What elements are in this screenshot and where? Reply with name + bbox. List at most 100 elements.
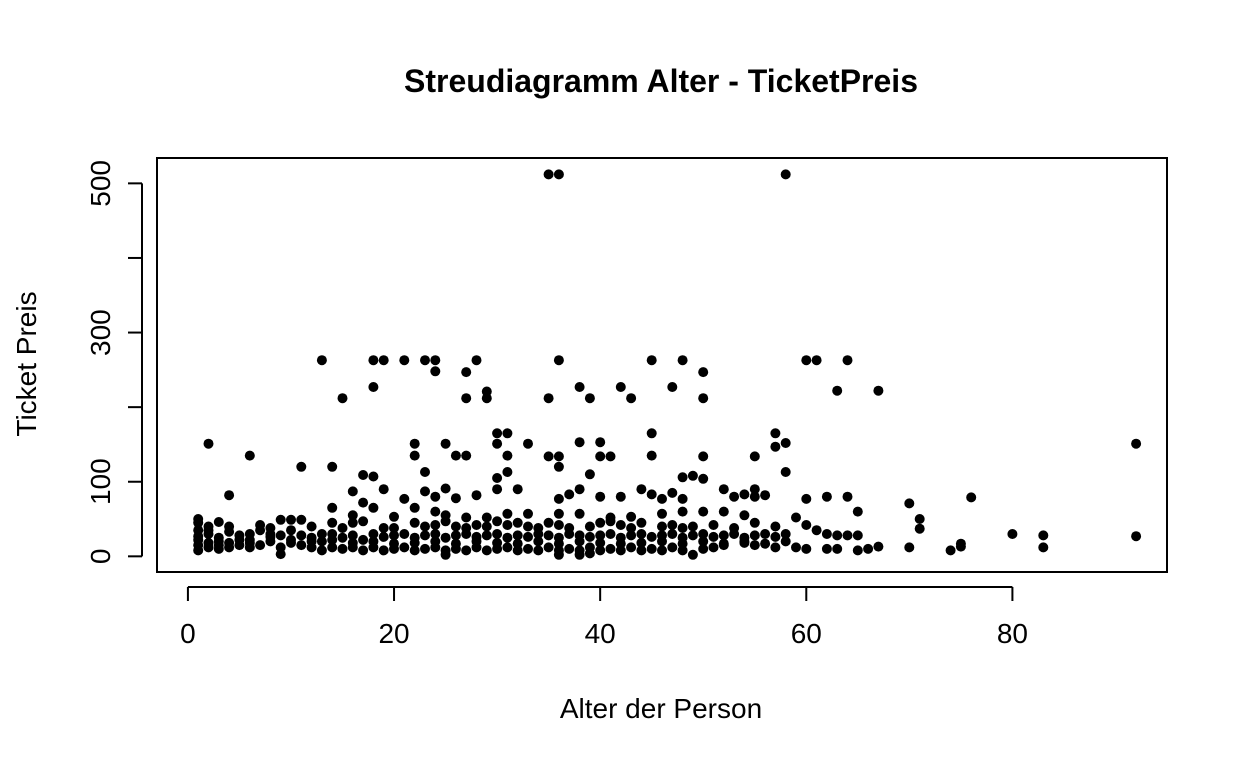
data-point xyxy=(347,517,358,528)
data-point xyxy=(749,540,760,551)
data-point xyxy=(595,437,606,448)
data-point xyxy=(461,529,472,539)
data-point xyxy=(553,355,564,366)
data-point xyxy=(729,491,740,502)
data-point xyxy=(749,517,760,528)
data-point xyxy=(378,531,389,542)
data-point xyxy=(646,450,657,461)
data-point xyxy=(306,536,317,547)
data-point xyxy=(203,438,214,449)
x-tick-label: 0 xyxy=(180,618,196,649)
data-point xyxy=(296,514,307,525)
data-point xyxy=(327,534,338,545)
data-point xyxy=(718,538,729,549)
data-point xyxy=(553,508,564,519)
data-point xyxy=(667,542,678,553)
data-point xyxy=(533,529,544,539)
data-point xyxy=(687,549,698,560)
data-point xyxy=(543,169,554,180)
data-point xyxy=(553,461,564,472)
data-point xyxy=(440,532,451,543)
data-point xyxy=(615,538,626,549)
data-point xyxy=(904,542,915,553)
data-point xyxy=(378,523,389,533)
data-point xyxy=(244,450,255,461)
data-point xyxy=(450,538,461,549)
data-point xyxy=(450,530,461,541)
data-point xyxy=(904,498,915,509)
data-point xyxy=(337,393,348,404)
data-point xyxy=(770,428,781,439)
data-point xyxy=(255,540,266,551)
data-point xyxy=(512,530,523,541)
data-point xyxy=(193,531,204,542)
data-point xyxy=(698,536,709,547)
data-point xyxy=(275,530,286,541)
data-point xyxy=(811,525,822,536)
data-point xyxy=(564,543,575,554)
data-point xyxy=(873,541,884,552)
data-point xyxy=(296,461,307,472)
data-point xyxy=(327,542,338,553)
data-point xyxy=(945,545,956,556)
data-point xyxy=(966,492,977,503)
data-point xyxy=(595,545,606,556)
data-point xyxy=(193,545,204,556)
data-point xyxy=(718,530,729,541)
data-point xyxy=(409,545,420,556)
data-point xyxy=(780,529,791,539)
data-point xyxy=(440,516,451,527)
data-point xyxy=(605,451,616,462)
data-point xyxy=(368,471,379,482)
data-point xyxy=(615,491,626,502)
data-point xyxy=(409,517,420,528)
data-point xyxy=(523,508,533,519)
data-point xyxy=(461,393,472,404)
data-point xyxy=(677,493,688,504)
data-point xyxy=(286,514,296,525)
data-point xyxy=(842,530,853,541)
data-point xyxy=(358,470,369,480)
data-point xyxy=(213,536,224,547)
data-point xyxy=(347,510,358,521)
data-point xyxy=(626,523,637,533)
data-point xyxy=(502,467,513,477)
data-point xyxy=(213,543,224,554)
data-point xyxy=(450,521,461,532)
y-tick-label: 0 xyxy=(85,549,116,565)
data-point xyxy=(512,484,523,495)
data-point xyxy=(327,502,338,513)
data-point xyxy=(296,540,307,551)
data-point xyxy=(646,428,657,439)
data-point xyxy=(739,510,750,521)
data-point xyxy=(574,437,585,448)
data-point xyxy=(471,490,482,501)
data-point xyxy=(440,438,451,449)
data-point xyxy=(574,382,585,392)
x-axis-ticks: 0 20 40 60 80 xyxy=(180,587,1028,649)
data-point xyxy=(399,355,410,366)
data-point xyxy=(553,451,564,462)
data-point xyxy=(749,451,760,462)
data-point xyxy=(327,461,338,472)
data-point xyxy=(739,537,750,548)
data-point xyxy=(698,367,709,378)
data-point xyxy=(832,530,843,541)
data-point xyxy=(420,543,430,554)
data-point xyxy=(729,529,740,539)
data-point xyxy=(595,517,606,528)
data-point xyxy=(512,538,523,549)
data-point xyxy=(492,473,503,483)
data-point xyxy=(203,537,214,548)
data-point xyxy=(636,517,647,528)
data-point xyxy=(543,530,554,541)
data-point xyxy=(595,491,606,502)
data-point xyxy=(584,531,595,542)
data-point xyxy=(770,531,781,542)
data-point xyxy=(337,532,348,543)
data-point xyxy=(553,520,564,530)
x-tick-label: 40 xyxy=(585,618,616,649)
data-point xyxy=(708,531,719,542)
data-point xyxy=(461,367,472,378)
data-point xyxy=(543,542,554,553)
